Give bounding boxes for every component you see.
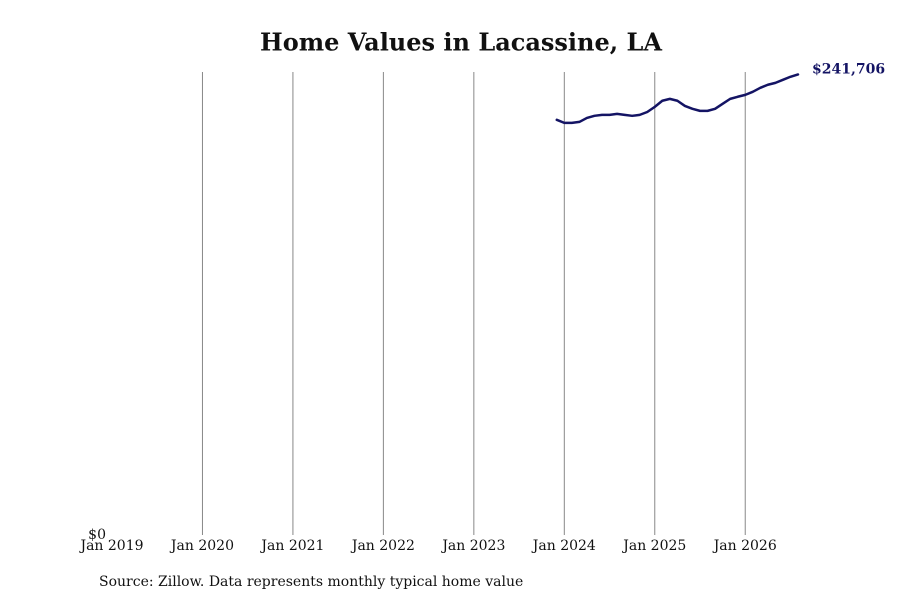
value-label: $241,706 bbox=[812, 61, 885, 77]
x-tick-label: Jan 2024 bbox=[531, 538, 596, 554]
x-tick-label: Jan 2021 bbox=[259, 538, 324, 554]
line-series bbox=[555, 73, 800, 125]
source-note: Source: Zillow. Data represents monthly … bbox=[99, 574, 523, 590]
x-tick-label: Jan 2020 bbox=[169, 538, 234, 554]
x-tick-label: Jan 2025 bbox=[621, 538, 686, 554]
y-tick-label: $0 bbox=[88, 527, 106, 543]
x-tick-label: Jan 2023 bbox=[440, 538, 505, 554]
x-tick-label: Jan 2019 bbox=[78, 538, 143, 554]
chart-title: Home Values in Lacassine, LA bbox=[260, 28, 662, 57]
x-tick-label: Jan 2026 bbox=[712, 538, 777, 554]
x-tick-label: Jan 2022 bbox=[350, 538, 415, 554]
